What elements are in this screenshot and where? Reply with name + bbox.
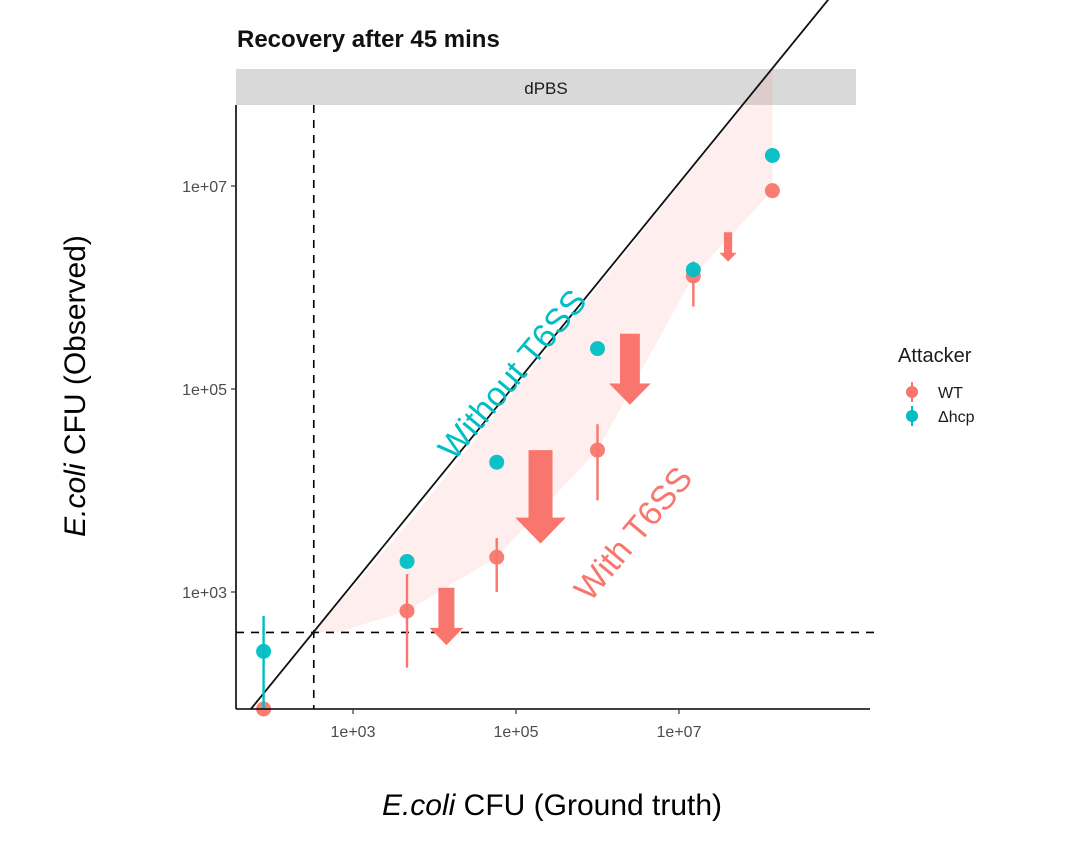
y-axis-title-italic: E.coli: [59, 462, 92, 537]
point-wt-4: [590, 442, 605, 458]
arrow-1: [429, 587, 464, 646]
point-dhcp-1: [256, 643, 272, 659]
y-axis-title: E.coli CFU (Observed): [59, 235, 92, 537]
legend-item-wt[interactable]: WT: [906, 382, 963, 402]
x-axis-title: E.coli CFU (Ground truth): [382, 789, 722, 822]
facet-strip: [236, 69, 856, 105]
legend-wt-label: WT: [938, 385, 963, 402]
facet-label: dPBS: [524, 79, 567, 98]
arrows-layer: [429, 232, 737, 646]
chart-title: Recovery after 45 mins: [237, 26, 500, 53]
x-tick-label-3: 1e+07: [657, 724, 702, 741]
legend-wt-swatch: [906, 386, 918, 398]
legend-dhcp-swatch: [906, 410, 918, 422]
identity-line: [250, 0, 830, 710]
annotation-with-t6ss: With T6SS: [567, 460, 700, 608]
axes-layer: [235, 105, 870, 710]
point-wt-3: [489, 549, 505, 565]
y-tick-label-2: 1e+05: [182, 382, 227, 399]
arrow-3: [609, 333, 651, 405]
points-layer: [256, 147, 780, 717]
legend-dhcp-label: Δhcp: [938, 409, 975, 426]
arrow-2: [515, 450, 566, 544]
legend: Attacker WT Δhcp: [898, 345, 975, 426]
point-wt-6: [764, 183, 780, 199]
point-dhcp-5: [685, 262, 701, 278]
x-tick-label-2: 1e+05: [494, 724, 539, 741]
x-tick-label-1: 1e+03: [331, 724, 376, 741]
reference-lines: [236, 0, 874, 710]
point-dhcp-4: [590, 341, 605, 357]
y-tick-label-1: 1e+03: [182, 585, 227, 602]
point-dhcp-3: [489, 454, 505, 470]
y-tick-label-3: 1e+07: [182, 179, 227, 196]
y-axis-title-rest: CFU (Observed): [59, 235, 92, 463]
x-axis-title-italic: E.coli: [382, 789, 457, 822]
ticks-layer: 1e+03 1e+05 1e+07 1e+03 1e+05 1e+07: [182, 179, 702, 741]
legend-item-dhcp[interactable]: Δhcp: [906, 406, 975, 426]
arrow-4: [719, 232, 737, 262]
point-dhcp-2: [399, 553, 415, 569]
point-wt-2: [399, 603, 415, 619]
point-dhcp-6: [764, 147, 780, 163]
x-axis-title-rest: CFU (Ground truth): [455, 789, 722, 822]
legend-title: Attacker: [898, 345, 972, 367]
